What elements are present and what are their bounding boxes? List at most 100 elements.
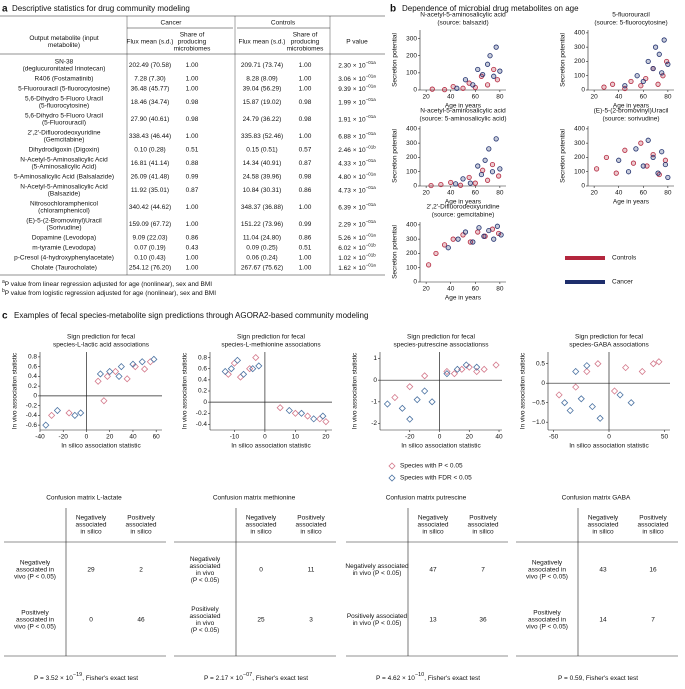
matrix-row-label: vivo (P < 0.05)	[14, 624, 56, 631]
table-cell: 14.34 (40.91)	[243, 160, 282, 167]
row-label: (chloramphenicol)	[38, 208, 90, 215]
table-cell: 1.00	[186, 221, 199, 228]
point	[583, 367, 591, 376]
table-cell: 0.86	[299, 187, 312, 194]
matrix-row-label: in vivo (P < 0.05)	[353, 620, 402, 627]
x-tick-label: 50	[661, 434, 669, 441]
footnote-text: P value from logistic regression adjuste…	[5, 290, 216, 297]
x-axis-label: Age in years	[445, 295, 482, 302]
row-label: 5,6-Dihydro 5-Fluoro Uracil	[25, 96, 104, 103]
footnote-text: P value from linear regression adjusted …	[5, 281, 212, 288]
p-base: 1.02 × 10	[338, 255, 366, 262]
point	[498, 232, 504, 238]
matrix-row-label: associated in	[16, 567, 54, 574]
matrix-row-label: Negatively	[190, 556, 221, 563]
y-tick-label: 100	[406, 168, 417, 175]
point	[425, 262, 432, 268]
row-label: (5-Aminosalicylic Acid)	[31, 164, 96, 171]
fisher-p: P = 3.52 × 10−19, Fisher's exact test	[34, 672, 138, 681]
row-label: (Gemcitabine)	[44, 137, 85, 144]
p-exponent: −01	[366, 145, 374, 150]
x-tick-label: 0	[607, 434, 611, 441]
matrix-column-header: associated	[75, 522, 106, 529]
point	[622, 83, 628, 89]
point	[613, 170, 619, 176]
point	[664, 58, 670, 65]
plot-title: Sign prediction for fecal	[575, 334, 643, 341]
point	[48, 411, 56, 419]
point	[475, 229, 481, 235]
table-cell: 7.28 (7.30)	[134, 76, 165, 83]
point	[609, 81, 616, 87]
table-cell: 267.67 (75.62)	[241, 265, 283, 272]
point	[406, 383, 414, 391]
table-cell: 0.86	[299, 235, 312, 242]
matrix-column-header: Positively	[639, 515, 667, 522]
table-cell: 0.98	[186, 116, 199, 123]
matrix-row-label: Positively	[533, 610, 561, 617]
p-mark: a	[373, 233, 376, 238]
point	[484, 82, 491, 88]
point	[460, 85, 466, 91]
point	[441, 242, 448, 248]
y-tick-label: -0.6	[26, 422, 38, 429]
y-tick-label: 0	[33, 393, 37, 400]
point	[662, 157, 669, 163]
point	[655, 170, 661, 176]
p-mark: a	[373, 114, 376, 119]
point	[111, 367, 120, 376]
p-exponent: −01	[366, 84, 374, 89]
point	[227, 365, 235, 373]
point	[475, 163, 481, 169]
x-tick-label: 40	[447, 286, 455, 293]
row-label: N-Acetyl-5-Aminosalicylic Acid	[20, 157, 108, 164]
point	[640, 78, 646, 85]
x-tick-label: 10	[292, 434, 300, 441]
y-tick-label: 200	[574, 154, 585, 161]
y-axis-label: Secretion potential	[392, 33, 399, 87]
legend-label: Species with P < 0.05	[400, 463, 463, 470]
y-tick-label: 300	[406, 236, 417, 243]
plot-title: species-L-lactic acid associations	[53, 342, 150, 349]
point	[634, 73, 640, 79]
point	[480, 71, 486, 78]
point	[650, 65, 656, 72]
p-base: 5.26 × 10	[338, 235, 366, 242]
point	[661, 37, 667, 43]
point	[465, 363, 473, 371]
point	[455, 236, 461, 242]
p-exponent: −10	[415, 672, 424, 678]
plot-title: species-L-methionine associations	[221, 342, 321, 349]
row-label: (E)-5-(2-Bromovinyl)Uracil	[26, 218, 102, 225]
column-header: Flux mean (s.d.)	[239, 39, 286, 46]
matrix-row-label: associated in	[16, 617, 54, 624]
point	[494, 77, 500, 83]
p-base: 9.39 × 10	[338, 86, 366, 93]
point	[622, 147, 628, 153]
point	[236, 373, 245, 381]
matrix-row-label: associated	[189, 613, 220, 620]
matrix-title: Confusion matrix GABA	[562, 495, 631, 502]
point	[640, 163, 646, 169]
point	[239, 370, 248, 378]
point	[421, 387, 429, 395]
y-axis-label: Secretion potential	[560, 33, 567, 87]
point	[493, 44, 499, 50]
point	[484, 61, 491, 67]
row-label: m-tyramie (Levodopa)	[32, 245, 96, 252]
point	[391, 393, 399, 402]
y-tick-label: 100	[574, 168, 585, 175]
x-tick-label: -50	[549, 434, 559, 441]
matrix-cell: 11	[308, 567, 315, 574]
point	[470, 239, 476, 245]
table-cell: 24.79 (36.22)	[243, 116, 282, 123]
point	[310, 415, 318, 423]
row-label: 5-Aminosalicylic Acid (Balsalazide)	[14, 174, 114, 181]
point	[660, 73, 666, 79]
point	[489, 161, 496, 168]
matrix-row-label: vivo (P < 0.05)	[526, 574, 568, 581]
point	[443, 367, 451, 376]
point	[625, 169, 632, 175]
y-axis-label: Secretion potential	[392, 129, 399, 183]
point	[638, 83, 644, 89]
